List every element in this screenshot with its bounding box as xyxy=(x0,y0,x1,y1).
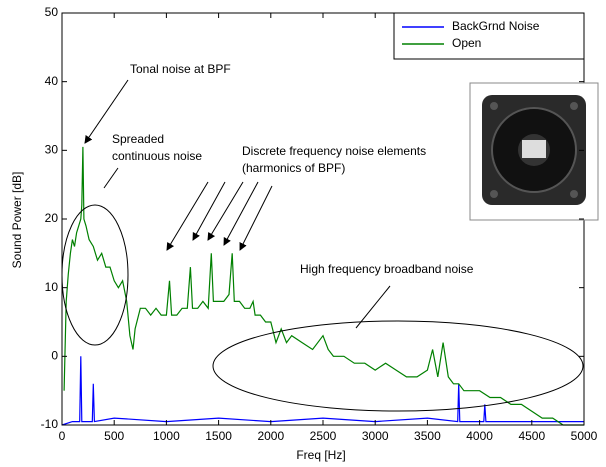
annotation: Spreaded xyxy=(112,132,164,146)
pointer xyxy=(355,285,391,329)
x-axis-label: Freq [Hz] xyxy=(296,448,345,462)
annotation: High frequency broadband noise xyxy=(300,262,474,276)
x-tick-label: 2500 xyxy=(310,429,337,443)
y-tick-label: 10 xyxy=(45,280,59,294)
annotation: Tonal noise at BPF xyxy=(130,62,231,76)
y-tick-label: 30 xyxy=(45,143,59,157)
legend-label: Open xyxy=(452,36,481,50)
x-tick-label: 3500 xyxy=(414,429,441,443)
x-tick-label: 4500 xyxy=(518,429,545,443)
y-tick-label: 20 xyxy=(45,211,59,225)
x-tick-label: 2000 xyxy=(257,429,284,443)
x-tick-label: 1500 xyxy=(205,429,232,443)
fan-photo xyxy=(469,82,599,221)
x-tick-label: 3000 xyxy=(362,429,389,443)
ellipse xyxy=(61,204,129,346)
x-tick-label: 1000 xyxy=(153,429,180,443)
y-tick-label: 40 xyxy=(45,74,59,88)
y-tick-label: 0 xyxy=(51,349,58,363)
annotation: Discrete frequency noise elements xyxy=(242,144,426,158)
series-line xyxy=(63,146,584,426)
x-tick-label: 5000 xyxy=(571,429,598,443)
arrow xyxy=(84,79,129,144)
y-axis-label: Sound Power [dB] xyxy=(10,172,24,269)
x-tick-label: 4000 xyxy=(466,429,493,443)
arrow xyxy=(166,181,209,251)
arrow xyxy=(223,181,259,246)
x-tick-label: 500 xyxy=(104,429,124,443)
arrow xyxy=(207,181,244,241)
legend-label: BackGrnd Noise xyxy=(452,19,540,33)
arrow xyxy=(192,181,226,241)
ellipse xyxy=(212,320,584,412)
legend-box xyxy=(393,12,585,60)
annotation: (harmonics of BPF) xyxy=(242,161,345,175)
annotation: continuous noise xyxy=(112,149,202,163)
y-tick-label: -10 xyxy=(41,417,59,431)
arrow xyxy=(239,185,273,251)
x-tick-label: 0 xyxy=(59,429,66,443)
y-tick-label: 50 xyxy=(45,5,59,19)
pointer xyxy=(103,167,119,189)
